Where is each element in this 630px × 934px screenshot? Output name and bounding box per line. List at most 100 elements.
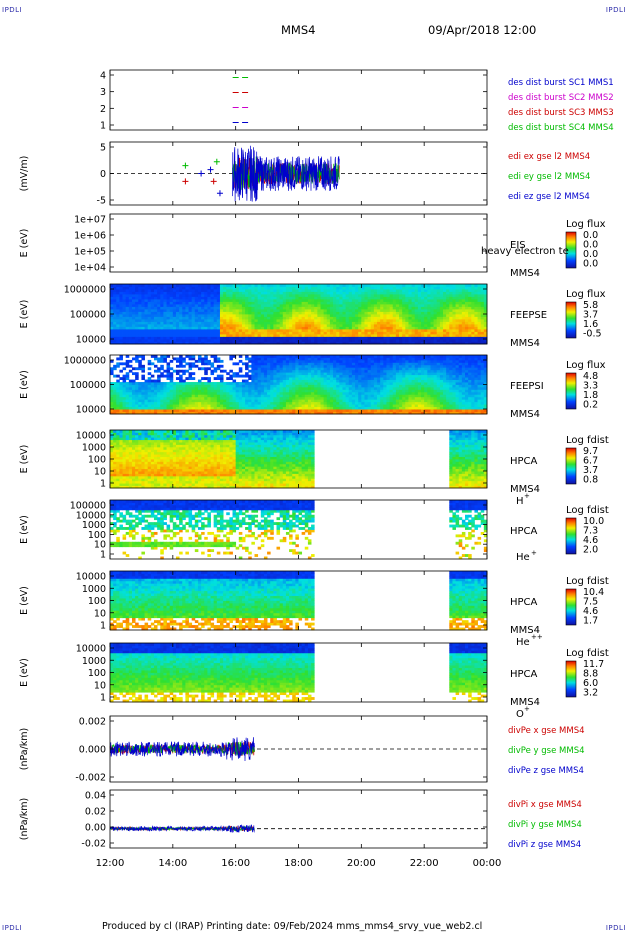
spectrogram-cell <box>241 391 246 395</box>
spectrogram-cell <box>314 341 318 345</box>
spectrogram-cell <box>446 286 450 290</box>
spectrogram-cell <box>175 286 180 290</box>
spectrogram-cell <box>326 369 331 373</box>
spectrogram-cell <box>427 296 431 300</box>
spectrogram-cell <box>116 299 120 302</box>
spectrogram-cell <box>204 326 208 330</box>
spectrogram-cell <box>157 314 161 317</box>
spectrogram-cell <box>260 324 265 327</box>
spectrogram-cell <box>370 364 375 368</box>
spectrogram-cell <box>348 314 353 317</box>
spectrogram-cell <box>348 316 353 320</box>
spectrogram-cell <box>329 382 334 385</box>
spectrogram-cell <box>395 321 400 325</box>
spectrogram-cell <box>229 334 233 337</box>
spectrogram-cell <box>380 394 384 398</box>
spectrogram-cell <box>320 369 325 373</box>
spectrogram-cell <box>389 384 394 388</box>
spectrogram-cell <box>216 306 221 310</box>
spectrogram-cell <box>361 324 365 327</box>
spectrogram-cell <box>273 389 277 393</box>
spectrogram-cell <box>172 304 177 307</box>
spectrogram-cell <box>263 336 268 340</box>
spectrogram-cell <box>185 294 189 297</box>
spectrogram-cell <box>389 331 394 335</box>
spectrogram-cell <box>204 384 208 388</box>
spectrogram-cell <box>336 372 340 376</box>
spectrogram-cell <box>131 326 136 330</box>
spectrogram-cell <box>270 382 274 385</box>
spectrogram-cell <box>138 364 142 368</box>
spectrogram-cell <box>185 341 189 345</box>
spectrogram-cell <box>483 294 488 297</box>
spectrogram-cell <box>188 374 193 378</box>
spectrogram-cell <box>323 384 328 388</box>
spectrogram-cell <box>223 326 227 330</box>
spectrogram-cell <box>292 309 296 312</box>
spectrogram-cell <box>295 311 299 315</box>
spectrogram-cell <box>223 314 227 317</box>
spectrogram-cell <box>320 401 325 405</box>
spectrogram-cell <box>329 296 334 300</box>
spectrogram-cell <box>333 372 337 376</box>
spectrogram-cell <box>361 399 365 403</box>
spectrogram-cell <box>113 309 117 312</box>
spectrogram-cell <box>185 284 189 287</box>
spectrogram-cell <box>150 331 155 335</box>
spectrogram-cell <box>128 404 133 408</box>
spectrogram-cell <box>116 382 120 385</box>
spectrogram-cell <box>323 364 328 368</box>
spectrogram-cell <box>113 316 117 320</box>
spectrogram-cell <box>323 329 328 332</box>
spectrogram-cell <box>163 284 167 287</box>
spectrogram-cell <box>358 382 362 385</box>
spectrogram-cell <box>276 306 281 310</box>
spectrogram-cell <box>367 324 372 327</box>
spectrogram-cell <box>304 301 309 305</box>
spectrogram-cell <box>226 404 230 408</box>
spectrogram-cell <box>232 339 237 342</box>
corner-label-top-left: IPDLI <box>2 6 23 14</box>
spectrogram-cell <box>314 286 318 290</box>
spectrogram-cell <box>361 364 365 368</box>
spectrogram-cell <box>333 391 337 395</box>
spectrogram-cell <box>358 336 362 340</box>
spectrogram-cell <box>160 411 164 415</box>
spectrogram-cell <box>301 382 306 385</box>
spectrogram-cell <box>364 377 369 380</box>
spectrogram-cell <box>169 399 174 403</box>
spectrogram-cell <box>150 324 155 327</box>
spectrogram-cell <box>116 404 120 408</box>
spectrogram-cell <box>333 336 337 340</box>
spectrogram-cell <box>433 294 438 297</box>
spectrogram-cell <box>201 324 205 327</box>
spectrogram-cell <box>273 409 277 412</box>
spectrogram-cell <box>219 389 224 393</box>
spectrogram-cell <box>443 296 447 300</box>
spectrogram-cell <box>116 339 120 342</box>
spectrogram-cell <box>367 411 372 415</box>
spectrogram-cell <box>304 396 309 400</box>
spectrogram-cell <box>119 341 123 345</box>
spectrogram-cell <box>345 324 350 327</box>
spectrogram-cell <box>417 306 422 310</box>
spectrogram-cell <box>439 306 444 310</box>
spectrogram-cell <box>248 357 252 361</box>
spectrogram-cell <box>307 364 312 368</box>
spectrogram-cell <box>392 311 397 315</box>
spectrogram-cell <box>342 396 347 400</box>
spectrogram-cell <box>298 341 303 345</box>
spectrogram-cell <box>461 314 466 317</box>
spectrogram-cell <box>226 391 230 395</box>
spectrogram-cell <box>122 389 127 393</box>
spectrogram-cell <box>179 306 183 310</box>
spectrogram-cell <box>377 291 381 295</box>
spectrogram-cell <box>465 296 469 300</box>
spectrogram-cell <box>377 336 381 340</box>
spectrogram-cell <box>207 406 211 410</box>
spectrogram-cell <box>471 289 475 292</box>
spectrogram-cell <box>304 389 309 393</box>
spectrogram-cell <box>392 355 397 358</box>
spectrogram-cell <box>427 304 431 307</box>
spectrogram-cell <box>364 404 369 408</box>
